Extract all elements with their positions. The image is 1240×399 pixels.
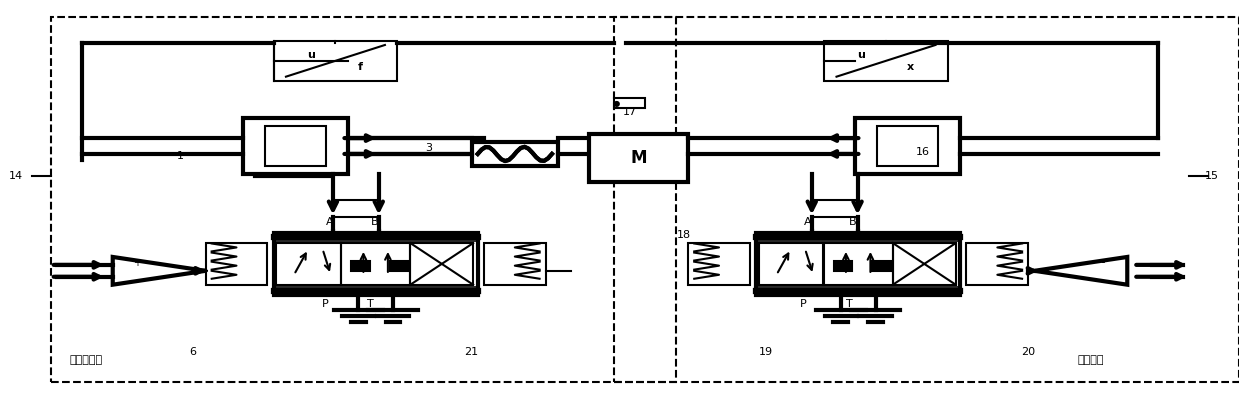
Bar [614,99,645,109]
Text: 21: 21 [465,347,479,357]
Bar [243,118,347,174]
Text: 14: 14 [9,171,24,181]
Bar [614,17,1239,382]
Bar [825,41,947,81]
Text: 20: 20 [1022,347,1035,357]
Bar [274,132,311,172]
Bar [589,134,688,182]
Text: f: f [357,62,362,72]
Text: M: M [630,149,647,167]
Text: 17: 17 [622,107,637,117]
Text: 3: 3 [425,143,432,153]
Bar [856,118,960,174]
Text: B: B [371,217,379,227]
Bar [878,126,937,166]
Bar [277,243,341,285]
Text: ●: ● [613,99,620,108]
Bar [833,261,852,271]
Text: 16: 16 [916,147,930,157]
Text: +: + [134,258,141,268]
Bar [274,233,477,294]
Bar [756,233,960,294]
Text: 18: 18 [677,230,692,240]
Text: 载荷谱指令: 载荷谱指令 [69,355,103,365]
Bar [471,142,558,166]
Bar [484,243,546,285]
Bar [823,243,893,285]
Text: 15: 15 [1204,171,1219,181]
Bar [966,243,1028,285]
Text: T: T [367,298,373,308]
Bar [389,261,408,271]
Text: A: A [325,217,334,227]
Text: x: x [908,62,914,72]
Text: P: P [800,298,806,308]
Text: 19: 19 [759,347,773,357]
Bar [206,243,268,285]
Text: 1: 1 [177,151,185,161]
Text: -: - [1100,257,1105,269]
Text: 6: 6 [190,347,197,357]
Bar [255,128,330,176]
Text: P: P [322,298,329,308]
Bar [410,243,474,285]
Text: B: B [849,217,857,227]
Bar [341,243,410,285]
Text: u: u [306,50,315,60]
Text: 位置指令: 位置指令 [1078,355,1105,365]
Text: T: T [846,298,852,308]
Bar [265,126,326,166]
Bar [759,243,823,285]
Bar [351,261,370,271]
Bar [873,261,892,271]
Text: u: u [857,50,866,60]
Bar [51,17,676,382]
Bar [893,243,956,285]
Bar [274,41,397,81]
Bar [688,243,750,285]
Text: A: A [805,217,812,227]
